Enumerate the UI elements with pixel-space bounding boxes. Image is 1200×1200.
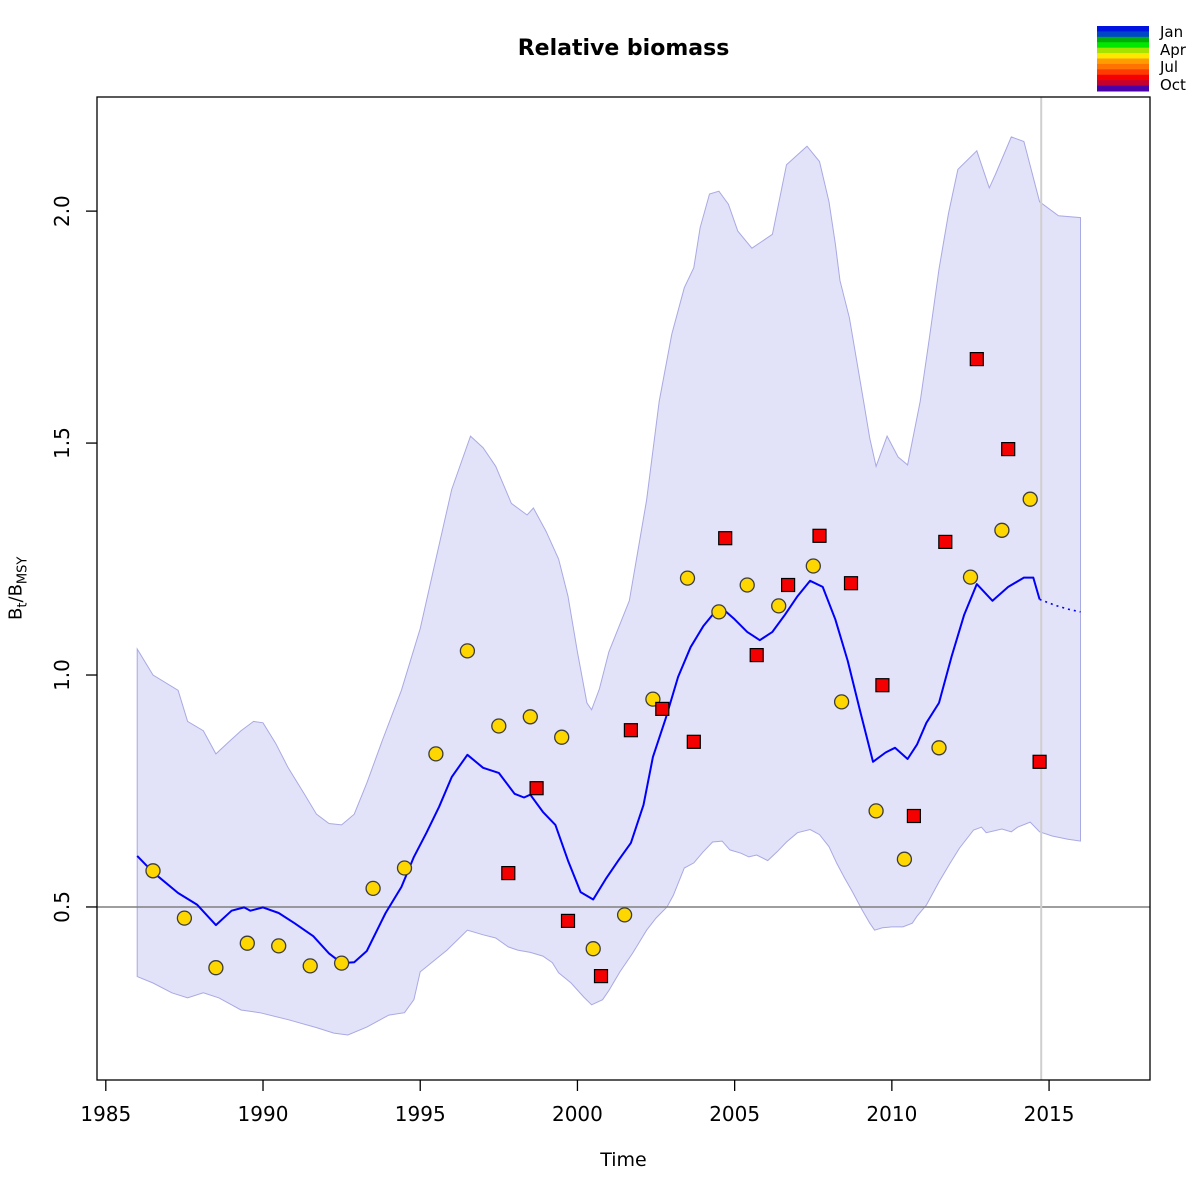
season-colorbar-segment xyxy=(1097,36,1149,43)
survey1-point xyxy=(459,643,476,659)
survey1-point xyxy=(271,938,287,954)
survey1-point xyxy=(833,694,850,710)
survey1-point xyxy=(302,958,318,974)
survey1-point xyxy=(208,960,224,976)
survey2-point xyxy=(1001,442,1016,457)
survey1-point xyxy=(333,955,350,971)
survey2-point xyxy=(843,576,859,591)
ylabel-base1: B xyxy=(5,607,27,620)
legend-month-label: Apr xyxy=(1160,40,1186,59)
survey1-point xyxy=(771,598,787,614)
x-tick-label: 1995 xyxy=(395,1102,446,1126)
season-colorbar-segment xyxy=(1097,63,1149,70)
survey1-point xyxy=(585,941,601,957)
survey1-point xyxy=(896,851,913,867)
legend-month-label: Jul xyxy=(1160,58,1179,76)
y-axis-title: Bt/BMSY xyxy=(6,508,31,668)
survey1-point xyxy=(679,570,696,586)
survey1-point xyxy=(428,746,444,762)
ci-band xyxy=(136,136,1081,1036)
ylabel-base2: B xyxy=(5,584,27,597)
survey2-point xyxy=(780,577,796,593)
survey1-point xyxy=(239,935,255,951)
survey2-point xyxy=(655,701,670,717)
y-tick-label: 2.0 xyxy=(50,195,74,227)
survey2-point xyxy=(1032,754,1047,769)
season-legend-labels: Jan Apr Jul Oct xyxy=(1160,23,1186,94)
y-tick-label: 0.5 xyxy=(50,891,74,923)
survey2-point xyxy=(812,528,827,543)
survey2-point xyxy=(969,352,984,367)
survey2-point xyxy=(686,734,701,749)
season-colorbar-segment xyxy=(1097,58,1149,65)
survey1-point xyxy=(145,863,161,879)
season-colorbar-segment xyxy=(1097,47,1149,54)
survey2-point xyxy=(718,531,733,546)
ylabel-sub1: t xyxy=(15,602,31,608)
x-tick-label: 1990 xyxy=(238,1102,289,1126)
survey2-point xyxy=(529,781,544,796)
survey2-point xyxy=(906,808,922,824)
x-tick-label: 2000 xyxy=(552,1102,603,1126)
y-tick-label: 1.5 xyxy=(50,427,74,459)
survey1-point xyxy=(931,740,947,756)
season-colorbar-segment xyxy=(1097,31,1149,38)
season-colorbar-segment xyxy=(1097,69,1149,76)
x-tick-label: 2015 xyxy=(1024,1102,1075,1126)
survey2-point xyxy=(623,723,639,738)
survey1-point xyxy=(868,803,884,819)
season-colorbar-segment xyxy=(1097,80,1149,87)
survey1-point xyxy=(176,910,193,926)
survey1-point xyxy=(1022,491,1038,507)
season-colorbar-segment xyxy=(1097,85,1149,92)
legend-month-label: Jan xyxy=(1160,23,1184,41)
survey1-point xyxy=(491,718,507,734)
y-tick-label: 1.0 xyxy=(50,659,74,691)
survey1-point xyxy=(554,729,570,745)
season-colorbar-segment xyxy=(1097,74,1149,81)
x-axis-title: Time xyxy=(600,1149,647,1171)
survey1-point xyxy=(805,558,821,574)
season-colorbar-segment xyxy=(1097,26,1149,32)
x-tick-label: 2005 xyxy=(709,1102,760,1126)
x-tick-label: 2010 xyxy=(866,1102,917,1126)
survey1-point xyxy=(522,709,538,725)
survey1-point xyxy=(616,907,633,923)
ylabel-separator: / xyxy=(5,596,27,603)
survey1-point xyxy=(739,577,755,593)
season-colorbar-segment xyxy=(1097,42,1149,49)
forecast-line xyxy=(1039,598,1081,613)
survey1-point xyxy=(711,604,727,620)
survey2-point xyxy=(749,647,764,663)
survey2-point xyxy=(560,913,576,929)
survey2-point xyxy=(593,968,609,984)
survey1-point xyxy=(365,880,381,897)
survey2-point xyxy=(875,678,890,693)
survey1-point xyxy=(994,522,1010,538)
survey1-point xyxy=(396,860,413,876)
plot-border xyxy=(96,96,1151,1081)
legend-month-label: Oct xyxy=(1160,75,1186,94)
ylabel-sub2: MSY xyxy=(15,556,31,585)
survey2-point xyxy=(938,534,953,550)
season-colorbar-segment xyxy=(1097,53,1149,59)
estimate-line xyxy=(136,576,1041,965)
chart-title: Relative biomass xyxy=(517,36,730,61)
x-tick-label: 1985 xyxy=(80,1102,131,1126)
survey1-point xyxy=(962,569,979,585)
survey2-point xyxy=(501,865,516,881)
